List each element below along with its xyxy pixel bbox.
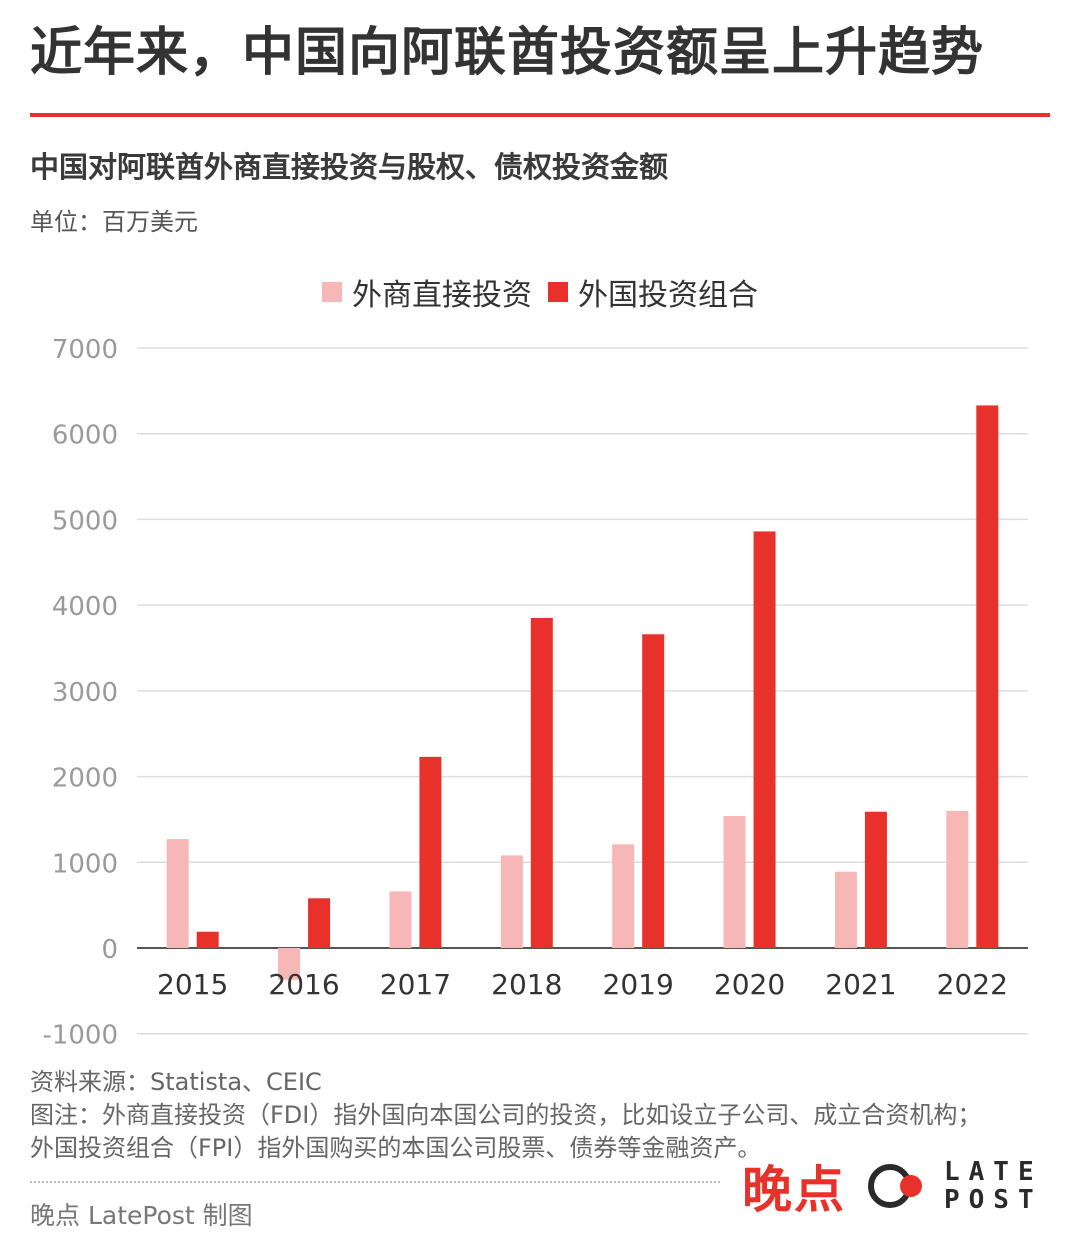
unit-label: 单位：百万美元 [30,208,198,236]
bar-fpi [196,931,219,948]
definition-note-1: 图注：外商直接投资（FDI）指外国向本国公司的投资，比如设立子公司、成立合资机构… [30,1101,982,1129]
y-tick-label: 6000 [52,421,118,451]
x-tick-label: 2017 [380,968,451,1001]
legend-label-fdi: 外商直接投资 [352,278,532,313]
bar-fdi [723,816,746,948]
chart-title: 中国对阿联酋外商直接投资与股权、债权投资金额 [30,150,669,184]
y-tick-label: 1000 [52,849,118,879]
header-divider [30,113,1050,117]
bar-fdi [500,855,523,948]
logo-cn-text: 晚点 [742,1161,846,1219]
bar-fpi [419,756,442,948]
y-tick-label: 2000 [52,764,118,794]
bar-fdi [278,948,301,980]
bar-fpi [642,634,665,948]
bar-fpi [864,811,887,948]
bar-chart: 7000 6000 5000 4000 3000 2000 1000 0 -1000 2015 20… [42,335,1028,1051]
logo-en-line1: LATE [944,1157,1043,1187]
chart-legend: 外商直接投资 外国投资组合 [0,270,1080,314]
legend-swatch-fpi [548,282,568,302]
legend-item-fpi: 外国投资组合 [548,270,758,314]
bar-fpi [976,405,999,948]
y-tick-label: 0 [101,935,118,965]
headline: 近年来，中国向阿联酋投资额呈上升趋势 [30,23,985,83]
legend-swatch-fdi [322,282,342,302]
bar-fpi [308,898,331,948]
logo-en-line2: POST [944,1185,1043,1215]
y-tick-label: 4000 [52,592,118,622]
bar-fdi [946,810,969,948]
bar-fpi [753,531,776,948]
bar-fdi [389,891,412,948]
bar-fdi [834,871,857,948]
legend-item-fdi: 外商直接投资 [322,270,532,314]
legend-label-fpi: 外国投资组合 [578,278,758,313]
x-tick-label: 2018 [491,968,562,1001]
logo-mark-icon [868,1164,922,1208]
credit-line: 晚点 LatePost 制图 [30,1201,253,1230]
x-tick-label: 2016 [268,968,339,1001]
logo-en-text: LATE POST [944,1158,1054,1214]
x-tick-label: 2015 [157,968,228,1001]
x-tick-label: 2022 [937,968,1008,1001]
x-tick-label: 2019 [603,968,674,1001]
bar-fdi [166,839,189,948]
bar-fdi [612,844,635,948]
y-tick-label: -1000 [42,1021,118,1051]
x-tick-label: 2021 [825,968,896,1001]
y-tick-label: 3000 [52,678,118,708]
definition-note-2: 外国投资组合（FPI）指外国购买的本国公司股票、债券等金融资产。 [30,1134,762,1162]
footer-divider [30,1181,720,1183]
y-tick-label: 5000 [52,506,118,536]
source-note: 资料来源：Statista、CEIC [30,1068,322,1096]
bar-fpi [530,618,553,948]
x-tick-label: 2020 [714,968,785,1001]
y-tick-label: 7000 [52,335,118,365]
